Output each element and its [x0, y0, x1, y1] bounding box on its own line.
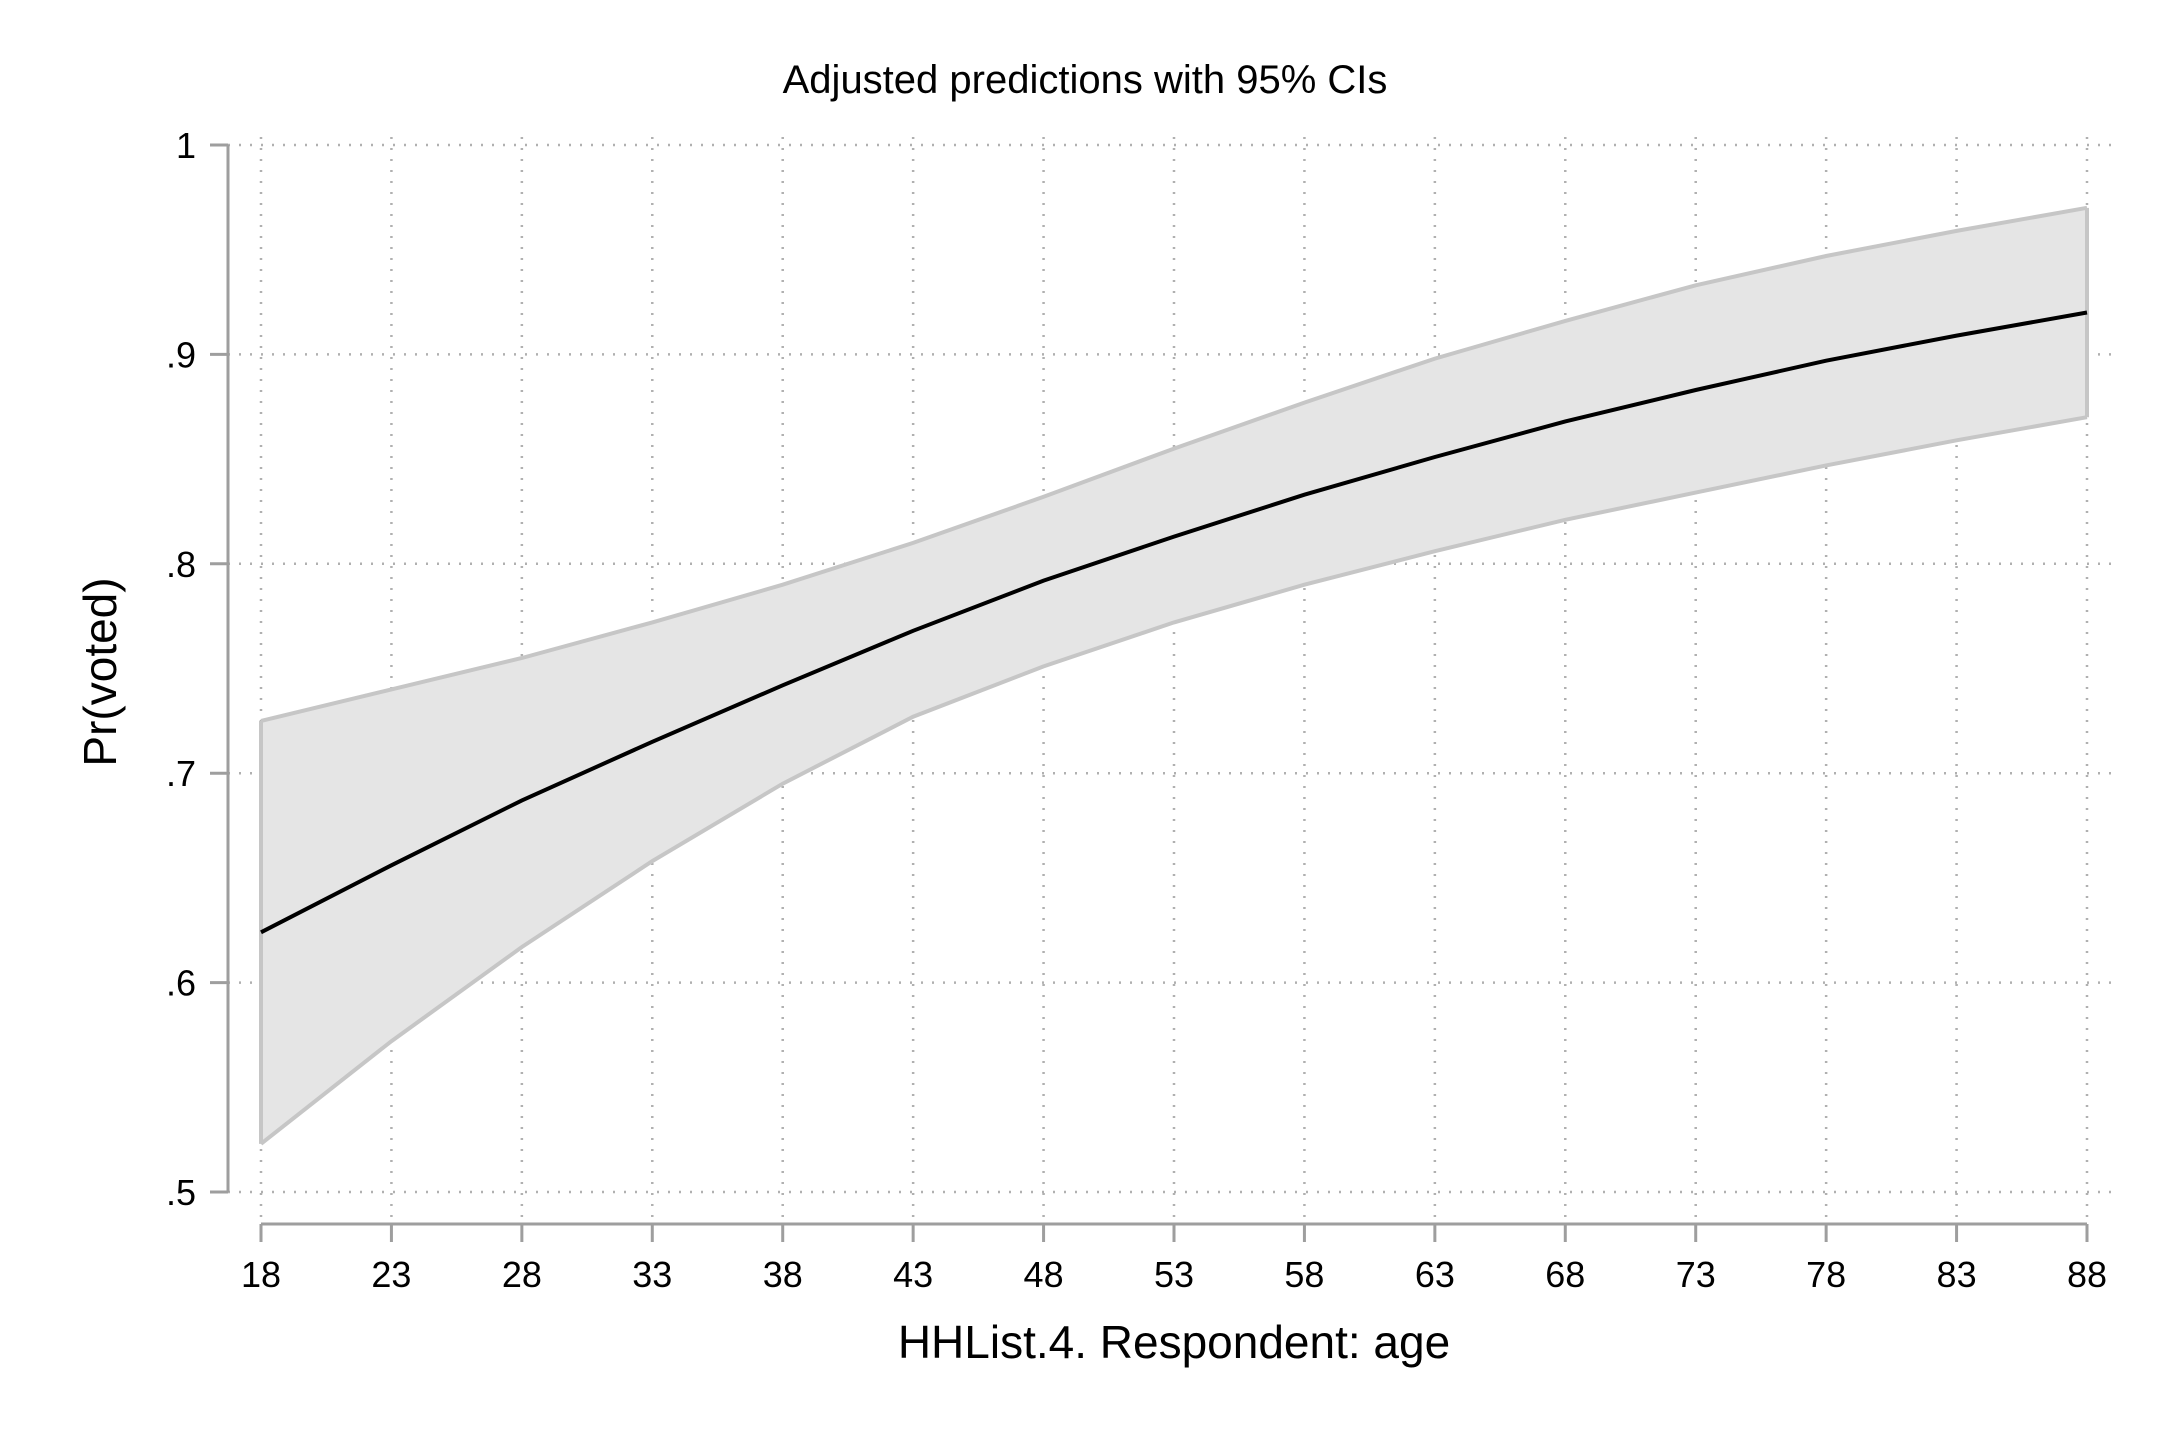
y-axis-ticks: .5 .6 .7 .8 .9 1: [166, 125, 228, 1213]
y-tick-label: .7: [166, 753, 196, 794]
y-tick-label: .8: [166, 544, 196, 585]
prediction-series: [260, 310, 2088, 935]
x-tick-label: 88: [2067, 1254, 2107, 1295]
x-tick-label: 48: [1024, 1254, 1064, 1295]
y-axis-title: Pr(voted): [74, 577, 126, 766]
x-tick-label: 83: [1937, 1254, 1977, 1295]
x-tick-label: 18: [241, 1254, 281, 1295]
x-axis-ticks: 18 23 28 33 38 43 48 53 58 63 68 73 78 83 88: [241, 1224, 2107, 1295]
y-tick-label: .9: [166, 334, 196, 375]
x-tick-label: 73: [1676, 1254, 1716, 1295]
y-tick-label: .5: [166, 1172, 196, 1213]
y-tick-label: .6: [166, 963, 196, 1004]
x-tick-label: 78: [1806, 1254, 1846, 1295]
prediction-line: [260, 310, 2088, 935]
x-axis-title: HHList.4. Respondent: age: [898, 1316, 1450, 1368]
x-tick-label: 58: [1284, 1254, 1324, 1295]
confidence-band: [259, 205, 2089, 1146]
chart-title: Adjusted predictions with 95% CIs: [783, 58, 1388, 102]
x-tick-label: 68: [1545, 1254, 1585, 1295]
ci-lower-line: [259, 415, 2088, 1146]
x-tick-label: 43: [893, 1254, 933, 1295]
x-tick-label: 28: [502, 1254, 542, 1295]
x-tick-label: 38: [763, 1254, 803, 1295]
ci-upper-line: [260, 205, 2088, 723]
x-tick-label: 23: [371, 1254, 411, 1295]
x-tick-label: 53: [1154, 1254, 1194, 1295]
x-tick-label: 63: [1415, 1254, 1455, 1295]
ci-area: [261, 207, 2087, 1144]
y-tick-label: 1: [176, 125, 196, 166]
x-tick-label: 33: [632, 1254, 672, 1295]
